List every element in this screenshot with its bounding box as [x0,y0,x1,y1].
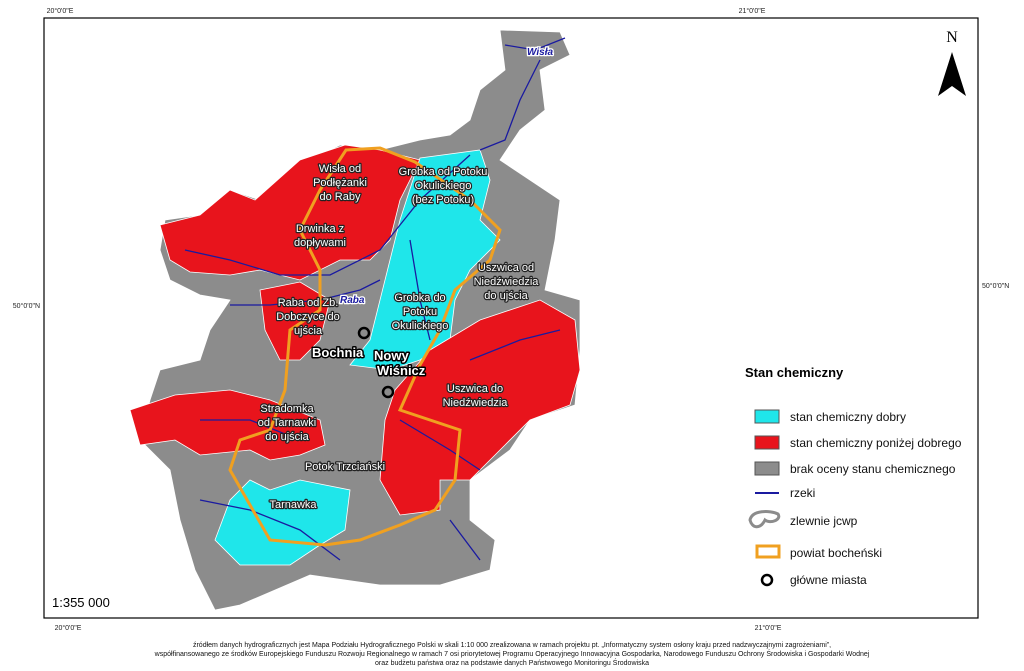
area-red-mid [259,281,331,361]
region-label: Grobka od Potoku [399,166,488,178]
legend-swatch [754,461,780,476]
coord-label: 50°0'0"N [13,302,40,310]
region-label: od Tarnawki [258,417,317,429]
region-label: Uszwica od [478,262,534,274]
region-label: Tarnawka [269,499,317,511]
region-label: Okulickiego [415,180,472,192]
legend-title: Stan chemiczny [745,365,844,380]
footer-line: oraz budżetu państwa oraz na podstawie d… [375,658,649,667]
legend-label: zlewnie jcwp [790,514,858,528]
coord-label: 20°0'0"E [47,7,74,15]
area-red-nw [159,144,421,281]
region-label: do ujścia [265,431,309,443]
coord-label: 50°0'0"N [982,282,1009,290]
coord-label: 20°0'0"E [55,624,82,632]
legend-label: brak oceny stanu chemicznego [790,462,956,476]
legend-label: stan chemiczny dobry [790,410,906,424]
region-label: Podłężanki [313,177,367,189]
city-label: Nowy [374,348,409,363]
city-marker [381,385,395,399]
river-label: Raba [340,295,365,306]
region-label: Uszwica do [447,383,503,395]
legend-swatch [755,544,781,559]
region-label: Niedźwiedzia [443,397,509,409]
legend-swatch [754,409,780,424]
region-label: Drwinka z [296,223,344,235]
footer-line: źródłem danych hydrograficznych jest Map… [193,642,831,649]
map-body [129,29,581,611]
region-label: Wisła od [319,163,361,175]
legend-label: rzeki [790,486,815,500]
region-labels: Wisła od Podłężanki do Raby Grobka od Potok… [257,162,541,513]
coord-label: 21°0'0"E [739,7,766,15]
region-label: (bez Potoku) [412,194,474,206]
legend: Stan chemiczny stan chemiczny dobry stan … [745,365,962,587]
region-label: Niedźwiedzia [474,276,540,288]
legend-swatch [760,573,774,587]
region-label: Okulickiego [392,320,449,332]
area-red-sw [129,389,326,461]
river-label: Wisła [527,47,553,58]
legend-label: powiat bocheński [790,546,882,560]
coord-label: 21°0'0"E [755,624,782,632]
region-label: do Raby [320,191,361,203]
region-label: Stradomka [260,403,314,415]
region-label: Raba od Zb. [278,297,339,309]
region-label: dopływami [294,237,346,249]
region-label: Potok Trzciański [305,461,385,473]
region-label: ujścia [294,325,323,337]
region-label: do ujścia [484,290,528,302]
legend-label: główne miasta [790,573,867,587]
city-marker [357,326,371,340]
legend-label: stan chemiczny poniżej dobrego [790,436,962,450]
footer-line: współfinansowanego ze środków Europejski… [154,649,870,658]
region-label: Grobka do [394,292,445,304]
legend-swatch [754,435,780,450]
city-label: Bochnia [312,345,364,360]
legend-swatch [748,510,781,529]
city-label: Wiśnicz [377,363,426,378]
scale: 1:355 000 [52,595,110,610]
river [184,37,566,276]
region-label: Dobczyce do [276,311,340,323]
north-label: N [946,29,958,46]
area-red-east [379,299,581,516]
district-border [228,146,502,547]
north-arrow [938,52,966,96]
region-label: Potoku [403,306,437,318]
footer: źródłem danych hydrograficznych jest Map… [154,642,870,667]
